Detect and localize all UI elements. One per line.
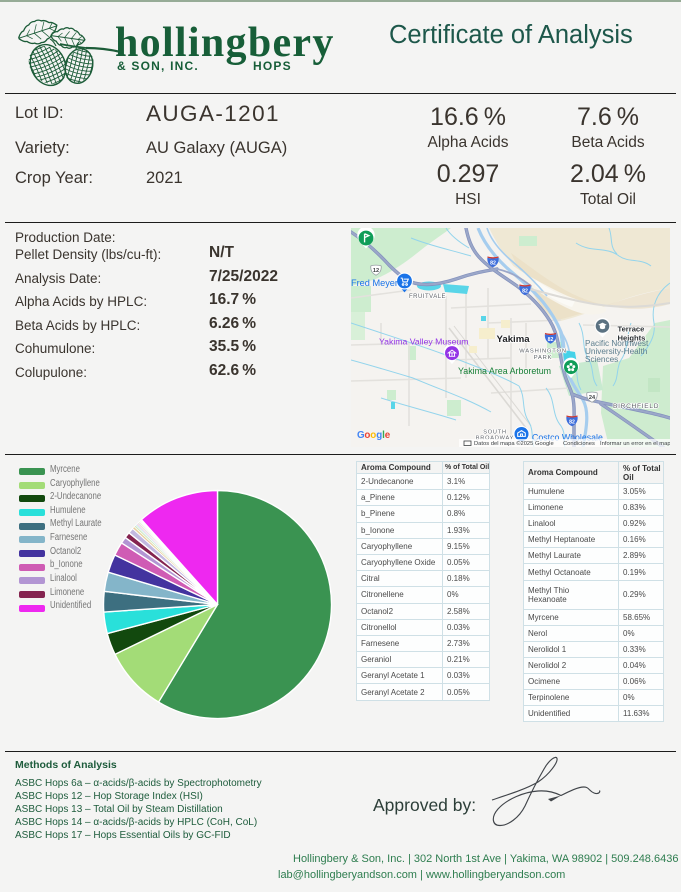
svg-text:g: g [376, 430, 382, 441]
svg-text:o: o [370, 430, 376, 441]
svg-text:Sciences: Sciences [585, 355, 618, 364]
svg-text:82: 82 [569, 420, 575, 426]
svg-text:24: 24 [589, 395, 596, 401]
svg-text:Pacific Northwest: Pacific Northwest [585, 339, 649, 348]
svg-text:PARK: PARK [534, 355, 553, 361]
svg-text:Heights: Heights [618, 334, 646, 343]
svg-text:Terrace: Terrace [618, 325, 645, 334]
svg-text:Costco Wholesale: Costco Wholesale [532, 433, 603, 443]
svg-text:82: 82 [490, 261, 496, 267]
svg-text:Yakima Valley Museum: Yakima Valley Museum [379, 337, 468, 347]
svg-text:Informar un error en el mapa: Informar un error en el mapa [600, 441, 670, 447]
svg-text:Datos del mapa ©2025 Google: Datos del mapa ©2025 Google [474, 440, 554, 447]
svg-text:Yakima: Yakima [497, 334, 531, 345]
svg-text:BIRCHFIELD: BIRCHFIELD [613, 403, 659, 410]
svg-text:Condiciones: Condiciones [563, 441, 595, 447]
svg-text:University-Health: University-Health [585, 347, 648, 356]
svg-text:82: 82 [522, 289, 528, 295]
svg-text:l: l [382, 430, 385, 441]
svg-text:BROADWAY: BROADWAY [476, 436, 514, 442]
svg-text:G: G [357, 430, 365, 441]
svg-text:12: 12 [373, 268, 379, 274]
svg-text:Fred Meyer: Fred Meyer [351, 278, 398, 288]
svg-text:WASHINGTON: WASHINGTON [519, 348, 567, 354]
svg-text:e: e [385, 430, 391, 441]
svg-text:o: o [364, 430, 370, 441]
svg-text:FRUITVALE: FRUITVALE [409, 294, 446, 300]
svg-text:SOUTH: SOUTH [483, 430, 507, 436]
svg-text:Yakima Area Arboretum: Yakima Area Arboretum [458, 366, 551, 376]
svg-text:82: 82 [548, 337, 554, 343]
